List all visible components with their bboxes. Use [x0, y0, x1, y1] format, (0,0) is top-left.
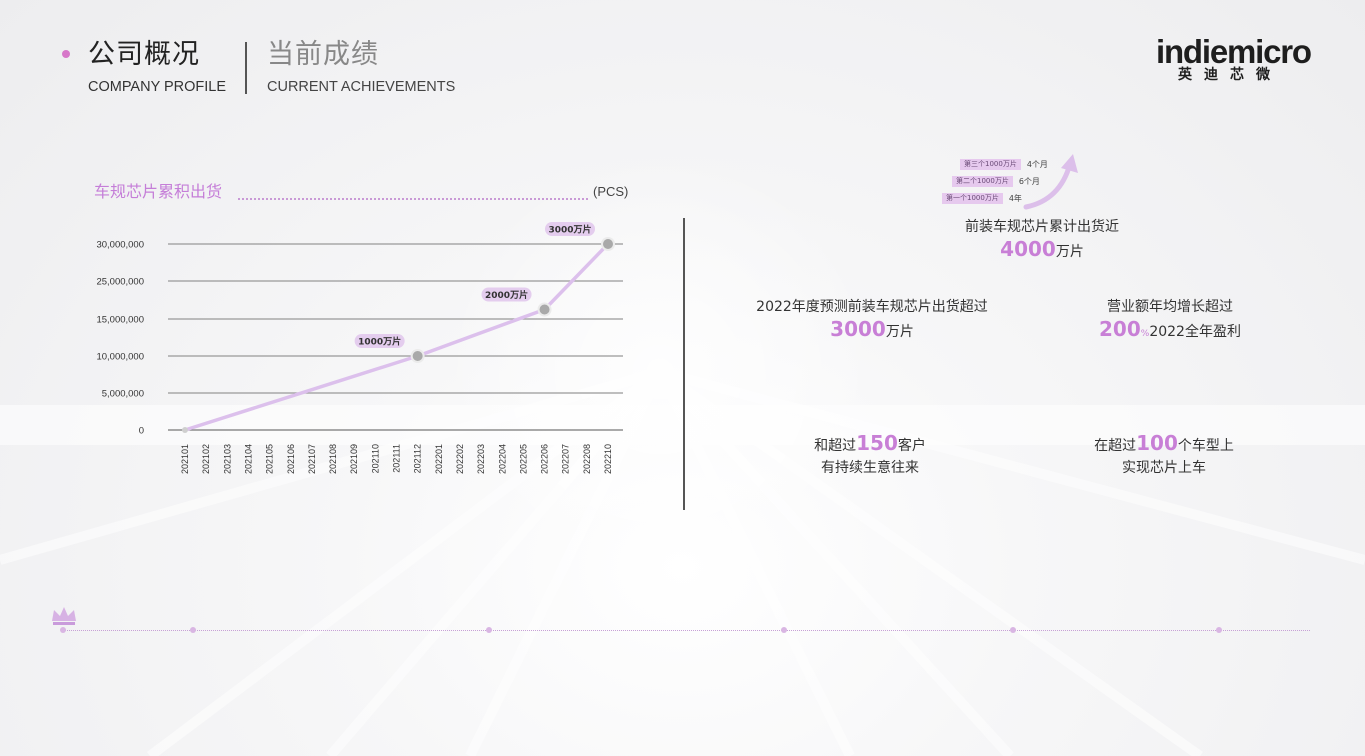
mini-bar-3-suffix: 4个月: [1026, 160, 1048, 169]
x-tick-label: 202109: [349, 444, 359, 474]
mini-bar-2: 第二个1000万片: [952, 176, 1013, 187]
x-tick-label: 202102: [201, 444, 211, 474]
data-point: [539, 304, 550, 315]
data-label: 1000万片: [358, 336, 401, 348]
x-tick-label: 202111: [392, 444, 402, 473]
x-tick-label: 202205: [518, 444, 528, 474]
data-label-bg: [545, 222, 595, 236]
y-tick-label: 5,000,000: [102, 389, 144, 400]
data-label-bg: [354, 334, 405, 348]
growth-arrow-icon: [1023, 154, 1078, 210]
stat-car-models-line2: 实现芯片上车: [1122, 460, 1206, 476]
page-subtitle-en: CURRENT ACHIEVEMENTS: [267, 79, 456, 95]
y-tick-label: 30,000,000: [96, 240, 144, 251]
x-tick-label: 202107: [307, 444, 317, 474]
stat-2022-forecast: 2022年度预测前装车规芯片出货超过 3000万片: [722, 296, 1022, 343]
stat-customers-line2: 有持续生意往来: [821, 460, 919, 476]
x-tick-label: 202207: [561, 444, 571, 474]
mini-bar-1: 第一个1000万片: [942, 193, 1003, 204]
data-label: 3000万片: [548, 224, 591, 236]
stat-total-shipment-number: 4000: [1000, 237, 1056, 261]
section-divider: [683, 218, 685, 510]
stat-2022-forecast-unit: 万片: [885, 324, 914, 340]
y-tick-label: 10,000,000: [96, 352, 144, 363]
x-tick-label: 202106: [286, 444, 296, 474]
stat-car-models: 在超过100个车型上 实现芯片上车: [1062, 432, 1266, 479]
stat-revenue-growth-note: 2022全年盈利: [1149, 324, 1241, 340]
logo-wordmark: indiemicro: [1156, 33, 1312, 70]
chart-unit: (PCS): [593, 184, 629, 199]
x-tick-label: 202202: [455, 444, 465, 474]
timeline-dot: [486, 627, 492, 633]
stat-revenue-growth-number: 200: [1099, 317, 1141, 341]
header-divider: [245, 42, 247, 94]
company-logo: indiemicro 英迪芯微: [1156, 34, 1318, 86]
x-tick-label: 202112: [413, 444, 423, 473]
y-tick-label: 0: [139, 426, 144, 437]
page-title-en: COMPANY PROFILE: [88, 79, 227, 95]
data-point: [412, 351, 423, 361]
data-point: [603, 239, 613, 249]
stat-customers: 和超过150客户 有持续生意往来: [770, 432, 970, 479]
stat-2022-forecast-number: 3000: [830, 317, 886, 341]
x-tick-label: 202108: [328, 444, 338, 474]
mini-bar-2-suffix: 6个月: [1018, 177, 1040, 186]
mini-bar-row-3: 第三个1000万片 4个月: [960, 159, 1048, 170]
page-title: 公司概况: [88, 39, 200, 70]
y-tick-label: 25,000,000: [96, 277, 144, 288]
stat-total-shipment-unit: 万片: [1055, 244, 1084, 260]
data-label: 2000万片: [485, 289, 528, 301]
stat-car-models-number: 100: [1136, 431, 1178, 455]
stat-customers-pre: 和超过: [814, 438, 857, 454]
x-tick-label: 202110: [370, 444, 380, 473]
mini-bar-row-2: 第二个1000万片 6个月: [952, 176, 1040, 187]
stat-revenue-growth-label: 营业额年均增长超过: [1107, 299, 1233, 315]
stat-customers-post: 客户: [897, 438, 926, 454]
stat-revenue-growth-percent: %: [1140, 329, 1150, 339]
timeline-dot: [60, 627, 66, 633]
bottom-timeline: [62, 630, 1310, 631]
x-tick-label: 202208: [582, 444, 592, 474]
timeline-dot: [190, 627, 196, 633]
x-tick-label: 202101: [180, 444, 190, 474]
page-subtitle: 当前成绩: [267, 39, 379, 70]
stat-car-models-pre: 在超过: [1094, 438, 1137, 454]
timeline-dot: [1010, 627, 1016, 633]
x-tick-label: 202210: [603, 444, 613, 474]
mini-bar-3: 第三个1000万片: [960, 159, 1021, 170]
stat-revenue-growth: 营业额年均增长超过 200%2022全年盈利: [1060, 296, 1280, 345]
header-bullet: [62, 50, 70, 58]
x-tick-label: 202203: [476, 444, 486, 474]
stat-total-shipment-label: 前装车规芯片累计出货近: [965, 219, 1119, 235]
stat-car-models-post: 个车型上: [1177, 438, 1234, 454]
shipment-line-chart: 0 5,000,000 10,000,000 15,000,000 25,000,000…: [96, 222, 623, 474]
timeline-dot: [1216, 627, 1222, 633]
stat-2022-forecast-label: 2022年度预测前装车规芯片出货超过: [756, 299, 988, 315]
chart-title-leader: [238, 198, 588, 200]
chart-title: 车规芯片累积出货: [94, 182, 223, 201]
x-tick-label: 202206: [540, 444, 550, 474]
stat-customers-number: 150: [856, 431, 898, 455]
mini-bar-row-1: 第一个1000万片 4年: [942, 193, 1022, 204]
series-line: [184, 242, 610, 432]
y-tick-label: 15,000,000: [96, 315, 144, 326]
logo-chinese: 英迪芯微: [1178, 67, 1282, 83]
mini-bar-1-suffix: 4年: [1008, 194, 1022, 203]
timeline-dot: [781, 627, 787, 633]
x-tick-label: 202104: [243, 444, 253, 474]
x-tick-label: 202103: [222, 444, 232, 474]
x-tick-label: 202105: [265, 444, 275, 474]
data-point: [182, 427, 188, 433]
stat-total-shipment: 前装车规芯片累计出货近 4000万片: [930, 216, 1154, 263]
data-label-bg: [481, 287, 532, 302]
x-tick-label: 202201: [434, 444, 444, 474]
crown-icon: [52, 607, 76, 625]
x-tick-label: 202204: [497, 444, 507, 474]
